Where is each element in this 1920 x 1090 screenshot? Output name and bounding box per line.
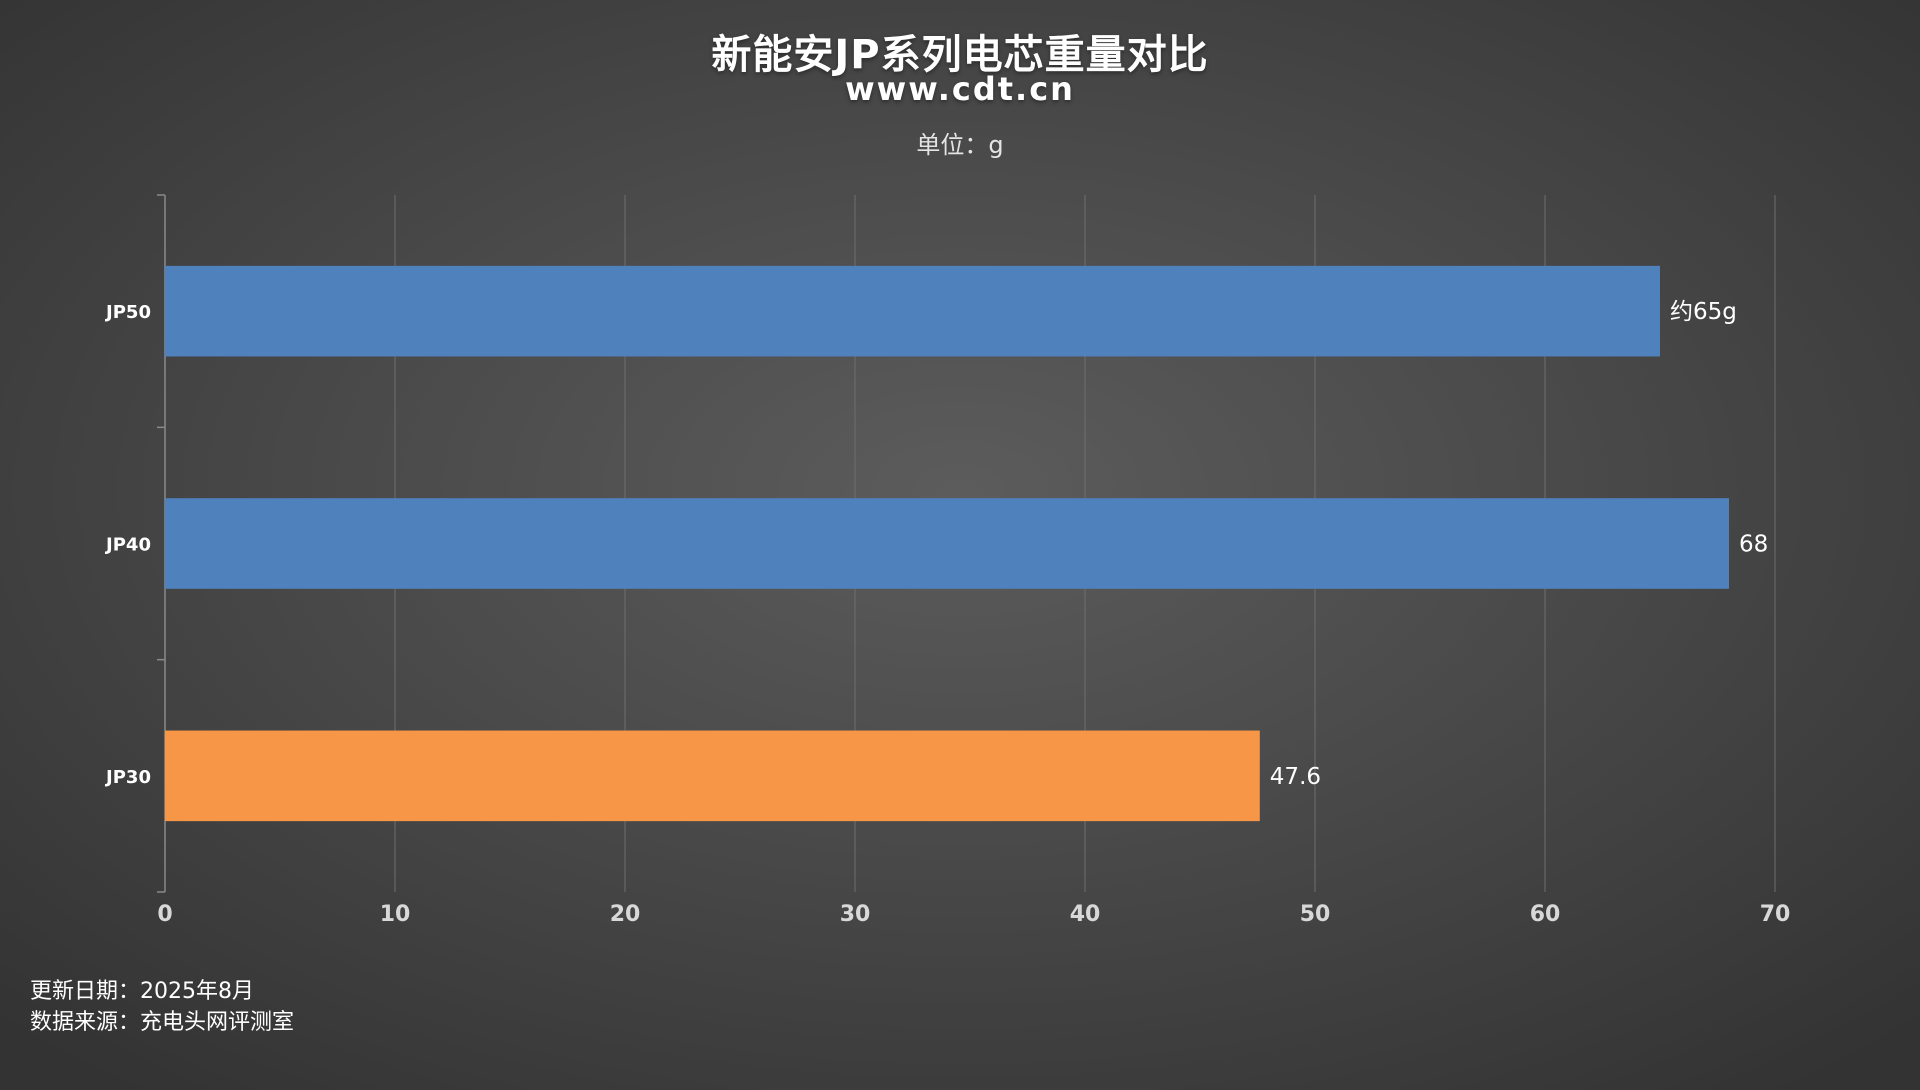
bar-JP50 xyxy=(165,265,1660,357)
chart-title: 新能安JP系列电芯重量对比 xyxy=(711,32,1209,78)
unit-label: 单位：g xyxy=(916,131,1004,159)
x-tick-label-10: 10 xyxy=(380,902,411,927)
x-tick-label-20: 20 xyxy=(610,902,641,927)
x-tick-label-50: 50 xyxy=(1300,902,1331,927)
x-tick-label-30: 30 xyxy=(840,902,871,927)
data-label-JP30: 47.6 xyxy=(1270,764,1321,790)
bar-JP30 xyxy=(165,730,1260,822)
data-label-JP40: 68 xyxy=(1739,532,1768,558)
chart-subtitle: www.cdt.cn xyxy=(845,70,1075,108)
x-tick-label-0: 0 xyxy=(157,902,172,927)
x-tick-label-70: 70 xyxy=(1760,902,1791,927)
x-tick-label-40: 40 xyxy=(1070,902,1101,927)
category-label-JP50: JP50 xyxy=(104,302,151,323)
data-source: 数据来源：充电头网评测室 xyxy=(30,1010,295,1035)
x-tick-label-60: 60 xyxy=(1530,902,1561,927)
data-label-JP50: 约65g xyxy=(1670,299,1737,325)
update-date: 更新日期：2025年8月 xyxy=(30,979,254,1004)
category-label-JP40: JP40 xyxy=(104,535,151,556)
bar-JP40 xyxy=(165,498,1729,589)
category-label-JP30: JP30 xyxy=(104,767,151,788)
